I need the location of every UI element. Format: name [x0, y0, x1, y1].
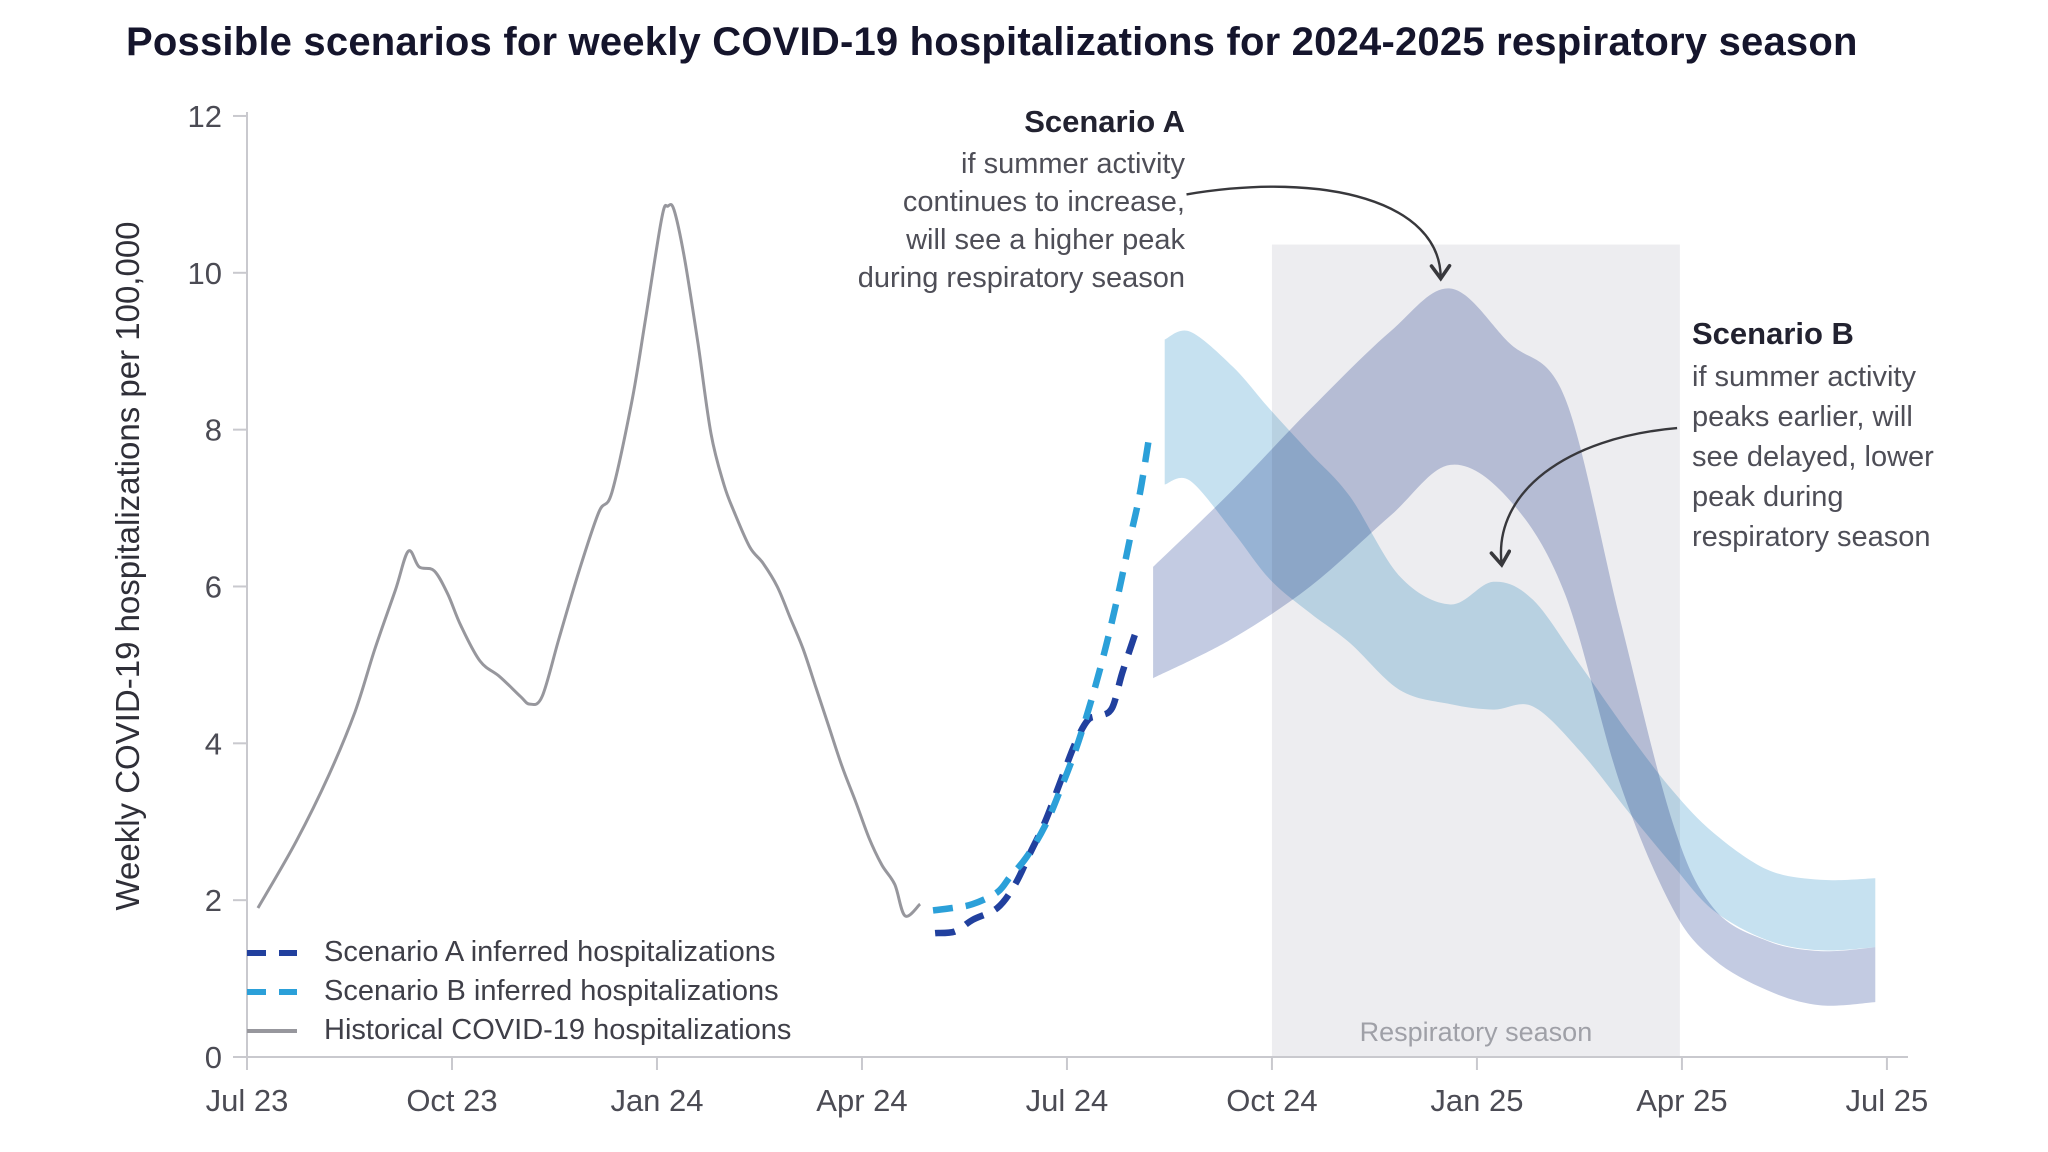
scenario-b-arrow — [1489, 426, 1678, 568]
x-tick-label: Jul 24 — [1026, 1083, 1109, 1118]
x-tick-label: Jul 25 — [1846, 1083, 1929, 1118]
bands-layer — [1153, 288, 1876, 1006]
annotation-line: if summer activity — [1692, 361, 1916, 393]
annotation-line: during respiratory season — [857, 262, 1185, 294]
legend-label: Scenario A inferred hospitalizations — [324, 936, 776, 968]
y-tick-label: 2 — [205, 883, 222, 918]
scenario-a-arrow — [1186, 185, 1452, 282]
x-tick-label: Oct 24 — [1226, 1083, 1317, 1118]
arrows-layer — [1186, 185, 1678, 568]
y-tick-label: 4 — [205, 726, 222, 761]
chart-title: Possible scenarios for weekly COVID-19 h… — [126, 20, 1858, 64]
y-tick-label: 8 — [205, 413, 222, 448]
lines-layer — [256, 202, 1154, 937]
scenario-b-dashed-line — [932, 429, 1154, 914]
historical-line-swatch — [247, 1028, 297, 1033]
scenario-a-annotation: Scenario A if summer activity continues … — [858, 104, 1185, 297]
scenario-a-band — [1153, 288, 1876, 1006]
chart-legend: Scenario A inferred hospitalizations Sce… — [247, 933, 791, 1050]
x-tick-label: Jul 23 — [206, 1083, 289, 1118]
annotation-line: peaks earlier, will — [1692, 401, 1913, 433]
annotation-line: peak during — [1692, 481, 1844, 513]
y-tick-label: 10 — [188, 256, 222, 291]
scenario-b-dash-swatch — [247, 988, 297, 995]
x-tick-label: Apr 24 — [816, 1083, 907, 1118]
scenario-a-dash-swatch — [247, 949, 297, 956]
legend-item-scenario-b: Scenario B inferred hospitalizations — [247, 972, 791, 1011]
annotation-line: see delayed, lower — [1692, 441, 1934, 473]
y-tick-label: 12 — [188, 99, 222, 134]
legend-label: Scenario B inferred hospitalizations — [324, 975, 779, 1007]
annotation-line: if summer activity — [961, 148, 1185, 180]
legend-item-historical: Historical COVID-19 hospitalizations — [247, 1011, 791, 1050]
y-tick-label: 0 — [205, 1040, 222, 1075]
legend-item-scenario-a: Scenario A inferred hospitalizations — [247, 933, 791, 972]
annotation-line: respiratory season — [1692, 521, 1931, 553]
x-tick-label: Oct 23 — [406, 1083, 497, 1118]
scenario-b-annotation: Scenario B if summer activity peaks earl… — [1692, 316, 1972, 557]
x-tick-label: Jan 25 — [1430, 1083, 1523, 1118]
scenario-a-dashed-line — [934, 632, 1139, 937]
legend-label: Historical COVID-19 hospitalizations — [324, 1014, 792, 1046]
scenario-b-annotation-heading: Scenario B — [1692, 316, 1854, 351]
x-tick-label: Apr 25 — [1636, 1083, 1727, 1118]
annotation-line: continues to increase, — [902, 186, 1185, 218]
scenario-a-annotation-heading: Scenario A — [1024, 104, 1185, 139]
axes-layer: Jul 23 Oct 23 Jan 24 Apr 24 Jul 24 Oct 24 Jan … — [188, 99, 1929, 1118]
x-tick-label: Jan 24 — [610, 1083, 703, 1118]
y-tick-label: 6 — [205, 569, 222, 604]
respiratory-season-label: Respiratory season — [1360, 1017, 1593, 1047]
historical-line — [256, 202, 922, 918]
annotation-line: will see a higher peak — [906, 224, 1185, 256]
scenario-b-band — [1164, 330, 1876, 951]
